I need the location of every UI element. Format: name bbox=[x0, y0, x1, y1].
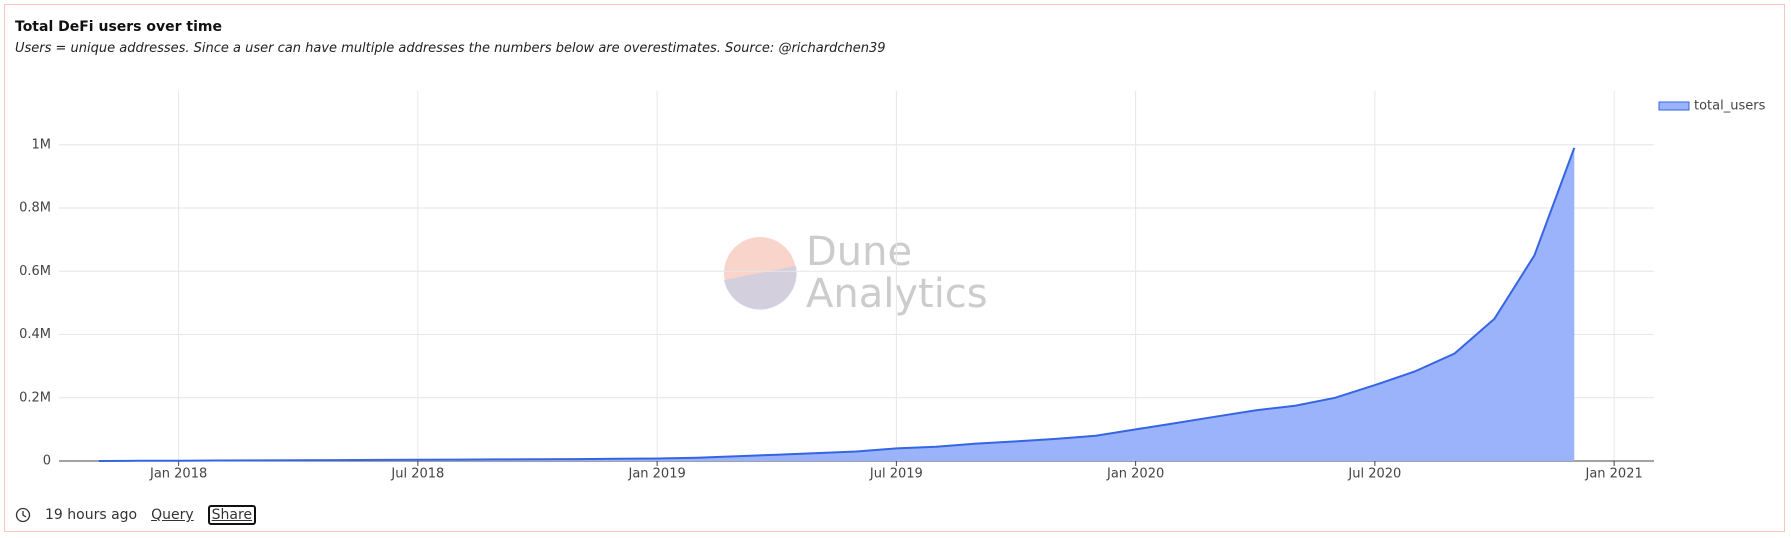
watermark: Dune bbox=[806, 229, 912, 275]
x-tick-label: Jan 2021 bbox=[1584, 467, 1642, 482]
y-tick-label: 0 bbox=[43, 454, 51, 469]
chart-subtitle: Users = unique addresses. Since a user c… bbox=[15, 41, 886, 56]
clock-icon bbox=[15, 507, 31, 523]
query-link[interactable]: Query bbox=[151, 507, 194, 523]
x-tick-label: Jul 2020 bbox=[1347, 467, 1401, 482]
chart-card: Total DeFi users over time Users = uniqu… bbox=[4, 4, 1785, 532]
x-tick-label: Jan 2018 bbox=[149, 467, 207, 482]
footer: 19 hours ago Query Share bbox=[15, 505, 257, 525]
legend-swatch bbox=[1658, 101, 1690, 111]
y-tick-label: 0.6M bbox=[19, 264, 51, 279]
updated-time: 19 hours ago bbox=[45, 507, 138, 523]
y-tick-label: 0.4M bbox=[19, 327, 51, 342]
x-tick-label: Jan 2019 bbox=[627, 467, 685, 482]
y-tick-label: 0.8M bbox=[19, 201, 51, 216]
watermark-logo bbox=[724, 266, 797, 310]
chart-title: Total DeFi users over time bbox=[15, 19, 222, 35]
x-tick-label: Jan 2020 bbox=[1106, 467, 1164, 482]
area bbox=[98, 147, 1575, 461]
line bbox=[98, 147, 1576, 462]
y-tick-label: 1M bbox=[32, 137, 52, 152]
x-tick-label: Jul 2019 bbox=[869, 467, 923, 482]
x-tick-label: Jul 2018 bbox=[390, 467, 444, 482]
legend-label: total_users bbox=[1694, 99, 1766, 114]
share-link[interactable]: Share bbox=[207, 505, 257, 525]
y-tick-label: 0.2M bbox=[19, 390, 51, 405]
